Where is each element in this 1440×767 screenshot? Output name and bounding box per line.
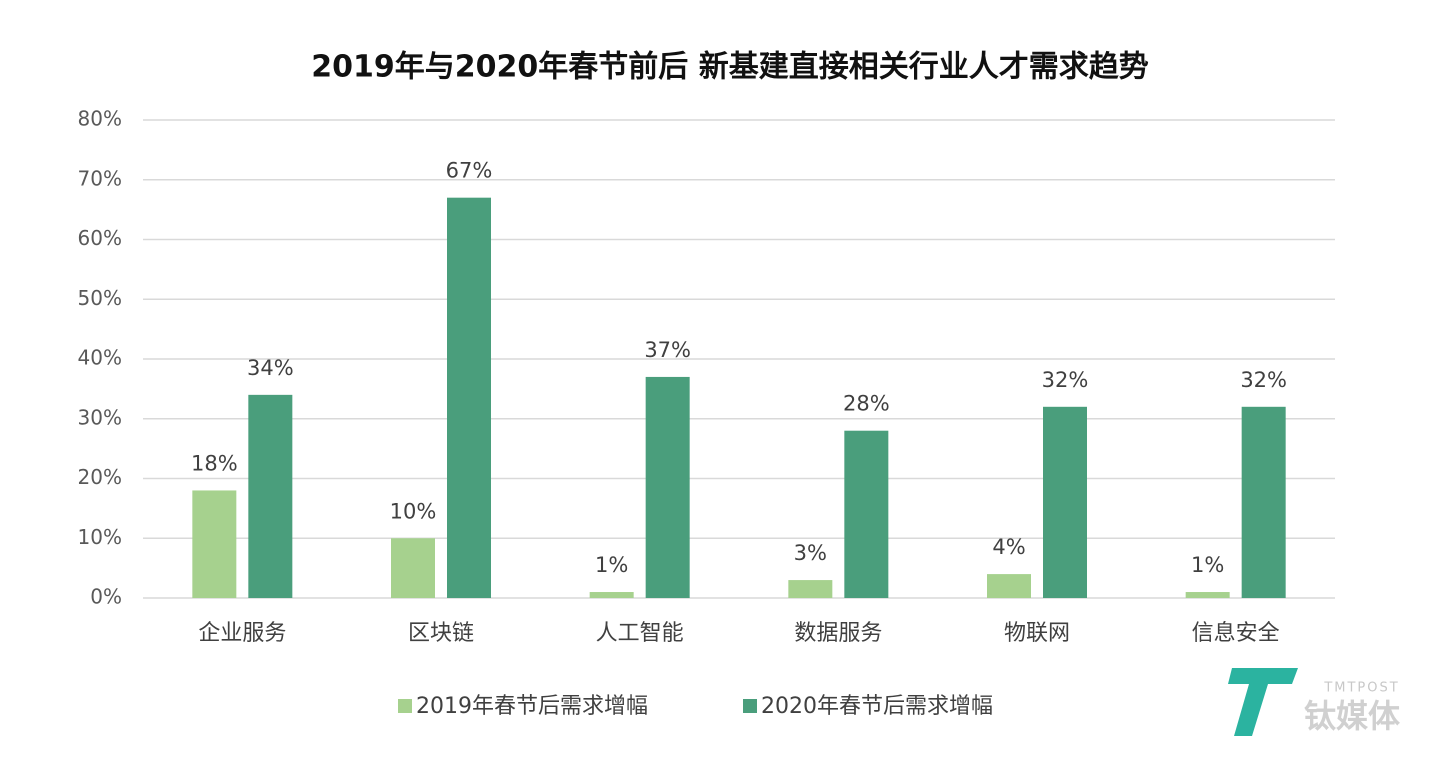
x-tick-label: 人工智能: [596, 621, 684, 646]
x-tick-label: 区块链: [408, 621, 474, 646]
value-label: 67%: [446, 159, 493, 183]
y-tick-label: 70%: [78, 166, 122, 190]
watermark-logo: TMTPOST: [1323, 681, 1399, 696]
legend-label: 2020年春节后需求增幅: [761, 694, 993, 719]
value-label: 3%: [794, 541, 827, 565]
bar: [987, 574, 1031, 598]
value-label: 10%: [390, 499, 437, 523]
bar: [391, 538, 435, 598]
y-tick-label: 50%: [78, 286, 122, 310]
value-label: 1%: [1191, 553, 1224, 577]
value-label: 32%: [1042, 368, 1089, 392]
x-tick-label: 企业服务: [198, 621, 286, 646]
y-tick-label: 20%: [78, 465, 122, 489]
value-label: 1%: [595, 553, 628, 577]
x-tick-label: 信息安全: [1192, 621, 1280, 646]
bar: [248, 394, 293, 598]
bar: [788, 580, 833, 598]
bar: [1241, 406, 1286, 598]
value-label: 32%: [1240, 368, 1287, 392]
y-tick-label: 80%: [78, 107, 122, 131]
watermark-brand: 钛媒体: [1304, 697, 1400, 735]
y-tick-label: 60%: [78, 226, 122, 250]
bar: [844, 430, 889, 598]
y-tick-label: 0%: [90, 585, 122, 609]
bar: [589, 592, 634, 598]
bar: [447, 197, 491, 599]
bar: [192, 490, 237, 598]
legend-label: 2019年春节后需求增幅: [416, 694, 648, 719]
logo-mark: [1228, 668, 1298, 736]
y-tick-label: 10%: [78, 525, 122, 549]
value-label: 18%: [191, 451, 238, 475]
value-label: 28%: [843, 392, 890, 416]
value-label: 34%: [247, 356, 294, 380]
legend-swatch: [398, 699, 412, 713]
bar: [1185, 592, 1230, 598]
chart-title: 2019年与2020年春节前后 新基建直接相关行业人才需求趋势: [311, 50, 1148, 85]
y-tick-label: 30%: [78, 405, 122, 429]
y-tick-label: 40%: [78, 346, 122, 370]
bar: [1043, 406, 1087, 598]
x-tick-label: 物联网: [1004, 621, 1070, 646]
watermark: TMTPOST 钛媒体: [1228, 668, 1400, 736]
legend-swatch: [743, 699, 757, 713]
value-label: 37%: [644, 338, 691, 362]
bar: [645, 376, 690, 598]
x-tick-label: 数据服务: [794, 621, 882, 646]
value-label: 4%: [992, 535, 1025, 559]
